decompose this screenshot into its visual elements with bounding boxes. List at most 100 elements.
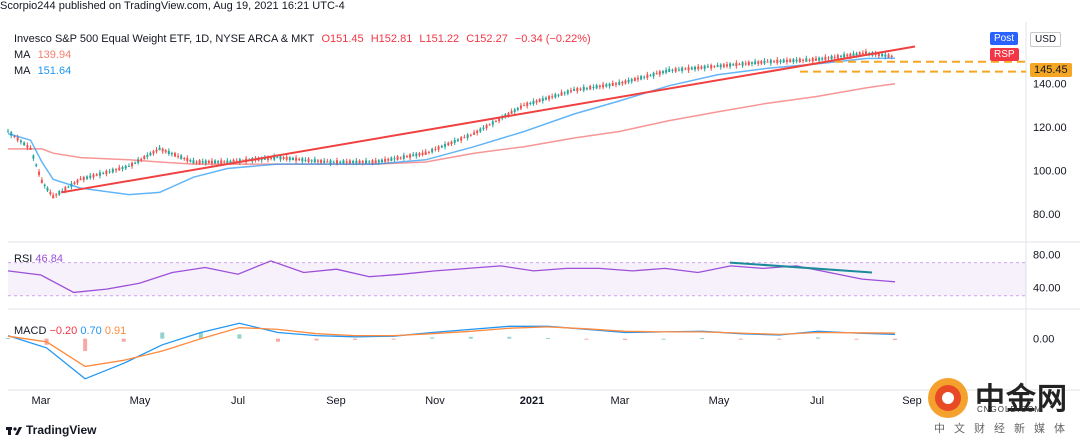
rsi-tick-label: 80.00 (1033, 249, 1061, 261)
candle-body (485, 124, 488, 129)
candle-body (329, 160, 332, 164)
time-tick-label: Jul (810, 395, 824, 407)
candle-body (387, 158, 390, 161)
candle-body (399, 157, 402, 159)
candle-body (192, 160, 195, 164)
candle-body (798, 58, 801, 62)
candle-body (890, 55, 893, 58)
macd-histogram-bar (430, 337, 435, 339)
candle-body (198, 160, 201, 164)
candle-body (418, 153, 421, 156)
candle-body (652, 72, 655, 77)
candle-body (473, 132, 476, 135)
candle-body (415, 153, 418, 157)
candle-body (741, 62, 744, 66)
rsi-tick-label: 40.00 (1033, 282, 1061, 294)
ohlc-change: −0.34 (−0.22%) (514, 33, 591, 45)
candle-body (374, 160, 377, 164)
candle-body (532, 100, 535, 105)
candle-body (513, 109, 516, 112)
macd-tick-label: 0.00 (1033, 334, 1054, 346)
candle-body (830, 55, 833, 60)
candle-body (64, 187, 67, 191)
candle-body (26, 145, 29, 148)
time-tick-label: Nov (425, 395, 445, 407)
candle-body (494, 121, 497, 123)
candle-body (710, 65, 713, 69)
candle-body (210, 160, 213, 164)
macd-histogram-bar (121, 338, 126, 342)
candle-body (852, 53, 855, 56)
candle-body (566, 90, 569, 94)
candle-body (345, 161, 348, 163)
candle-body (592, 86, 595, 88)
candle-body (368, 161, 371, 163)
candle-body (732, 64, 735, 66)
candle-body (582, 86, 585, 91)
candle-body (384, 158, 387, 162)
candle-body (802, 59, 805, 61)
time-tick-label: Mar (32, 395, 51, 407)
candle-body (476, 130, 479, 133)
macd-histogram-bar (275, 338, 280, 342)
candle-body (674, 68, 677, 72)
candle-body (463, 137, 466, 139)
candle-body (108, 171, 111, 173)
tradingview-logo[interactable]: TradingView (6, 423, 96, 437)
candle-body (671, 69, 674, 71)
candle-body (273, 156, 276, 160)
candle-body (661, 71, 664, 74)
candle-body (554, 94, 557, 98)
candle-body (529, 102, 532, 105)
candle-body (146, 154, 149, 157)
candle-body (304, 159, 307, 161)
candle-body (279, 156, 282, 160)
candle-body (67, 186, 70, 188)
candle-body (342, 160, 345, 164)
currency-button[interactable]: USD (1030, 32, 1062, 47)
candle-body (614, 83, 617, 85)
candle-body (270, 157, 273, 159)
macd-line (7, 322, 896, 380)
candle-body (563, 92, 566, 94)
candle-body (548, 96, 551, 100)
candle-body (440, 145, 443, 148)
candle-body (700, 66, 703, 69)
candle-body (526, 102, 529, 107)
candle-body (874, 53, 877, 56)
candle-body (207, 160, 210, 164)
candle-body (152, 151, 155, 154)
candle-body (201, 161, 204, 163)
trend-line (61, 45, 916, 194)
candle-body (789, 59, 792, 62)
candle-body (833, 57, 836, 59)
candle-body (694, 66, 697, 70)
time-tick-label: May (709, 395, 730, 407)
macd-signal-line (7, 326, 896, 368)
candle-body (747, 61, 750, 66)
candle-body (276, 157, 279, 159)
candle-body (173, 153, 176, 157)
ohlc-low: L151.22 (419, 33, 460, 45)
candle-body (703, 65, 706, 69)
candle-body (782, 59, 785, 63)
candle-body (595, 85, 598, 89)
candle-body (706, 66, 709, 68)
candle-body (23, 142, 26, 146)
macd-histogram-bar (468, 336, 473, 339)
candle-body (551, 96, 554, 98)
macd-histogram-bar (391, 338, 396, 340)
ma1-label: MA (14, 49, 31, 61)
candle-body (519, 105, 522, 109)
candle-body (808, 59, 811, 61)
candle-body (479, 128, 482, 132)
publisher-line: Scorpio244 published on TradingView.com,… (0, 0, 345, 12)
candle-body (541, 98, 544, 101)
candle-body (821, 57, 824, 60)
post-button[interactable]: Post (990, 32, 1019, 45)
candle-body (818, 57, 821, 61)
macd-histogram-bar (815, 337, 820, 339)
candle-body (668, 68, 671, 73)
candle-body (140, 158, 143, 160)
